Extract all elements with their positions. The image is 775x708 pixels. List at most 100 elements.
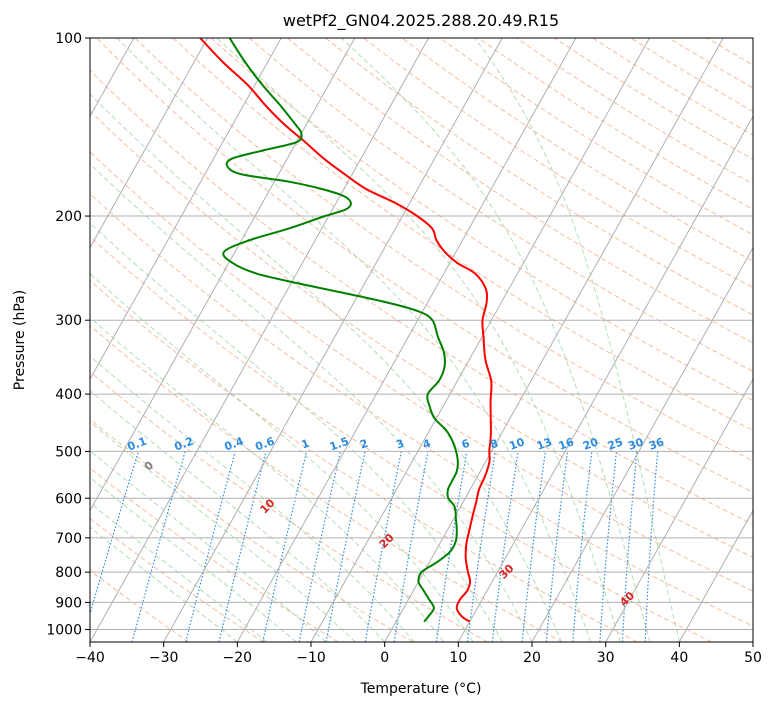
moist-adiabat-line — [90, 526, 238, 642]
dry-adiabat-line — [90, 193, 753, 627]
mixing-ratio-label: 30 — [626, 435, 645, 453]
isotherm-line — [90, 38, 208, 249]
moist-adiabat-line — [90, 272, 474, 642]
isotherm-line — [90, 38, 282, 381]
mixing-ratio-label: 6 — [460, 437, 472, 452]
moist-adiabat-line — [116, 38, 592, 642]
isotherm-line — [384, 38, 724, 642]
isotherm-line — [236, 38, 577, 642]
isotherm-line — [90, 38, 356, 512]
dry-adiabat-line — [90, 69, 753, 525]
mixing-ratio-label: 3 — [394, 437, 406, 452]
x-tick-label: 0 — [380, 650, 389, 666]
mixing-ratio-line — [131, 451, 186, 642]
profile-series — [199, 38, 493, 623]
isotherm-line — [310, 38, 650, 642]
dry-adiabat-line — [90, 151, 753, 592]
y-tick-label: 1000 — [46, 622, 82, 638]
dry-adiabat-line — [90, 235, 712, 642]
isotherms — [90, 38, 753, 642]
moist-adiabat-line — [474, 38, 680, 642]
x-tick-label: −10 — [296, 650, 326, 666]
moist-adiabat-line — [90, 502, 268, 642]
mixing-ratio-label: 1.5 — [328, 435, 351, 454]
pressure-gridlines — [90, 38, 753, 630]
mixing-ratio-label: 25 — [606, 435, 625, 452]
mixing-ratio-label: 4 — [421, 437, 433, 452]
mixing-ratio-label: 2 — [358, 437, 370, 452]
mixing-ratio-line — [218, 451, 267, 642]
dry-adiabat-line — [90, 467, 339, 642]
mixing-ratio-label: 13 — [535, 435, 554, 452]
dry-adiabat-line — [90, 110, 753, 558]
x-tick-label: −30 — [149, 650, 179, 666]
dry-adiabat-line — [210, 38, 753, 402]
x-tick-label: 50 — [744, 650, 762, 666]
dry-adiabat-line — [90, 324, 563, 642]
x-axis-title: Temperature (°C) — [360, 681, 482, 697]
mixing-ratio-label: 8 — [488, 437, 500, 452]
mixing-ratio-label: 0.6 — [253, 435, 276, 454]
x-tick-label: 20 — [523, 650, 541, 666]
isotherm-line — [678, 509, 753, 642]
y-tick-label: 200 — [55, 209, 82, 225]
dry-adiabat-line — [172, 38, 753, 431]
mixing-ratio-label: 16 — [557, 435, 576, 453]
mixing-ratio-line — [262, 451, 308, 642]
x-tick-label: −20 — [223, 650, 253, 666]
mixing-ratio-label: 0.2 — [173, 435, 196, 454]
dry-adiabat-line — [95, 38, 753, 493]
y-tick-label: 500 — [55, 444, 82, 460]
plot-area: 0.10.20.40.611.52346810131620253036-100-… — [90, 38, 753, 642]
x-axis-ticks: −40 −30 −20 −10 0 10 20 30 40 50 — [75, 642, 762, 666]
mixing-ratio-label: 20 — [581, 435, 600, 453]
x-tick-label: 40 — [670, 650, 688, 666]
y-axis-ticks: 100 200 300 400 500 600 700 800 900 1000 — [46, 31, 90, 638]
y-tick-label: 100 — [55, 31, 82, 47]
moist-adiabat-line — [90, 93, 562, 642]
mixing-ratio-line — [90, 451, 139, 616]
y-tick-label: 400 — [55, 387, 82, 403]
x-tick-label: −40 — [75, 650, 105, 666]
mixing-ratio-lines — [90, 451, 659, 642]
moist-adiabat-line — [90, 163, 533, 642]
moist-adiabat-line — [90, 222, 503, 642]
mixing-ratio-label: 10 — [507, 435, 526, 453]
moist-adiabat-line — [90, 389, 386, 642]
dry-adiabat-line — [90, 569, 190, 642]
y-tick-label: 700 — [55, 531, 82, 547]
chart-title: wetPf2_GN04.2025.288.20.49.R15 — [283, 11, 559, 31]
mixing-ratio-line — [599, 451, 618, 642]
mixing-ratio-label: 1 — [300, 437, 312, 452]
moist-adiabat-line — [216, 38, 621, 642]
dry-adiabat-line — [134, 38, 753, 462]
mixing-ratio-label: 36 — [647, 435, 666, 453]
x-tick-label: 10 — [449, 650, 467, 666]
moist-adiabat-line — [90, 449, 327, 642]
y-tick-label: 600 — [55, 491, 82, 507]
isotherm-line — [457, 115, 753, 642]
dry-adiabat-line — [362, 38, 753, 289]
y-tick-label: 900 — [55, 595, 82, 611]
moist-adiabat-line — [90, 476, 297, 642]
mixing-ratio-line — [298, 451, 341, 642]
mixing-ratio-label: 0.1 — [126, 435, 149, 454]
mixing-ratio-line — [185, 451, 236, 642]
moist-adiabat-line — [90, 421, 356, 642]
mixing-ratio-line — [545, 451, 569, 642]
isotherm-line — [605, 378, 753, 642]
y-axis-title: Pressure (hPa) — [12, 290, 28, 390]
isotherm-line — [163, 38, 503, 642]
moist-adiabats — [90, 38, 680, 642]
mixing-ratio-line — [521, 451, 546, 642]
isotherm-line — [531, 246, 753, 642]
isotherm-line — [90, 38, 429, 642]
plot-frame — [89, 37, 754, 643]
x-tick-label: 30 — [597, 650, 615, 666]
temperature-profile-line — [199, 38, 493, 623]
mixing-ratio-label: 0.4 — [223, 435, 246, 454]
y-tick-label: 300 — [55, 313, 82, 329]
moist-adiabat-line — [340, 38, 651, 642]
mixing-ratio-line — [621, 451, 638, 642]
